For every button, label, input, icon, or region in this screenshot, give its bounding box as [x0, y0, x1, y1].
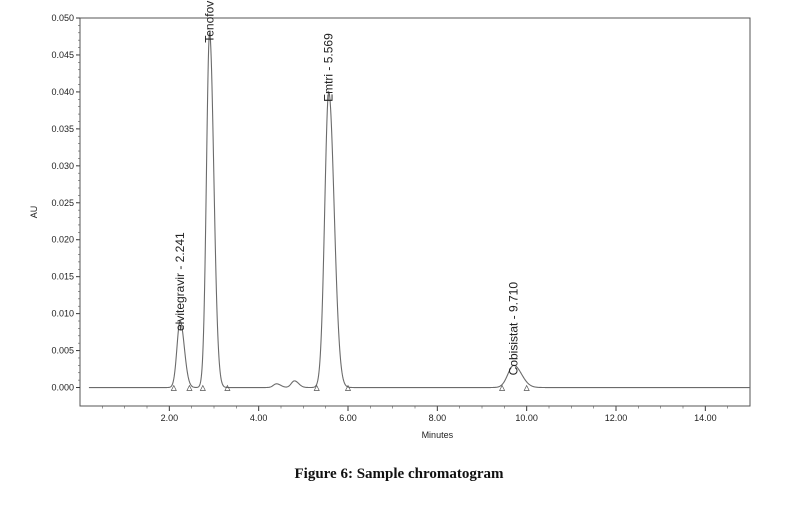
x-tick-label: 8.00: [429, 413, 447, 423]
x-tick-label: 12.00: [605, 413, 628, 423]
x-tick-label: 4.00: [250, 413, 268, 423]
y-tick-label: 0.040: [51, 87, 74, 97]
chromatogram-chart: 0.000 0.005 0.010 0.015 0.020 0.025 0.030 0.035…: [29, 0, 751, 440]
x-tick-label: 2.00: [161, 413, 179, 423]
integration-mark: [344, 384, 352, 391]
integration-mark: [224, 384, 231, 391]
plot-frame: [79, 17, 751, 407]
x-axis: 2.00 4.00 6.00 8.00 10.00 12.00 14.00: [102, 406, 728, 423]
integration-mark: [170, 384, 177, 391]
chromatogram-trace: [88, 32, 750, 389]
y-tick-label: 0.010: [51, 309, 74, 319]
integration-mark: [313, 384, 320, 391]
y-tick-label: 0.050: [51, 13, 74, 23]
y-tick-label: 0.025: [51, 198, 74, 208]
y-tick-label: 0.020: [51, 235, 74, 245]
integration-mark: [523, 384, 530, 391]
y-tick-label: 0.030: [51, 161, 74, 171]
y-tick-label: 0.045: [51, 50, 74, 60]
peak-label: elvitegravir - 2.241: [173, 232, 187, 331]
figure-caption: Figure 6: Sample chromatogram: [294, 466, 504, 482]
peak-label: Tenofovir - 2.901: [203, 0, 217, 43]
y-tick-label: 0.015: [51, 272, 74, 282]
integration-mark: [199, 384, 206, 391]
x-tick-label: 14.00: [694, 413, 717, 423]
peak-label: Emtri - 5.569: [322, 33, 336, 102]
x-axis-title: Minutes: [422, 430, 454, 440]
y-axis: 0.000 0.005 0.010 0.015 0.020 0.025 0.030 0.035…: [51, 13, 80, 393]
peak-label: Cobisistat - 9.710: [507, 282, 521, 376]
integration-mark: [186, 384, 193, 391]
x-tick-label: 10.00: [515, 413, 538, 423]
x-tick-label: 6.00: [339, 413, 357, 423]
y-tick-label: 0.035: [51, 124, 74, 134]
y-axis-title: AU: [29, 206, 39, 219]
y-tick-label: 0.000: [51, 383, 74, 393]
integration-mark: [499, 384, 506, 391]
y-tick-label: 0.005: [51, 346, 74, 356]
